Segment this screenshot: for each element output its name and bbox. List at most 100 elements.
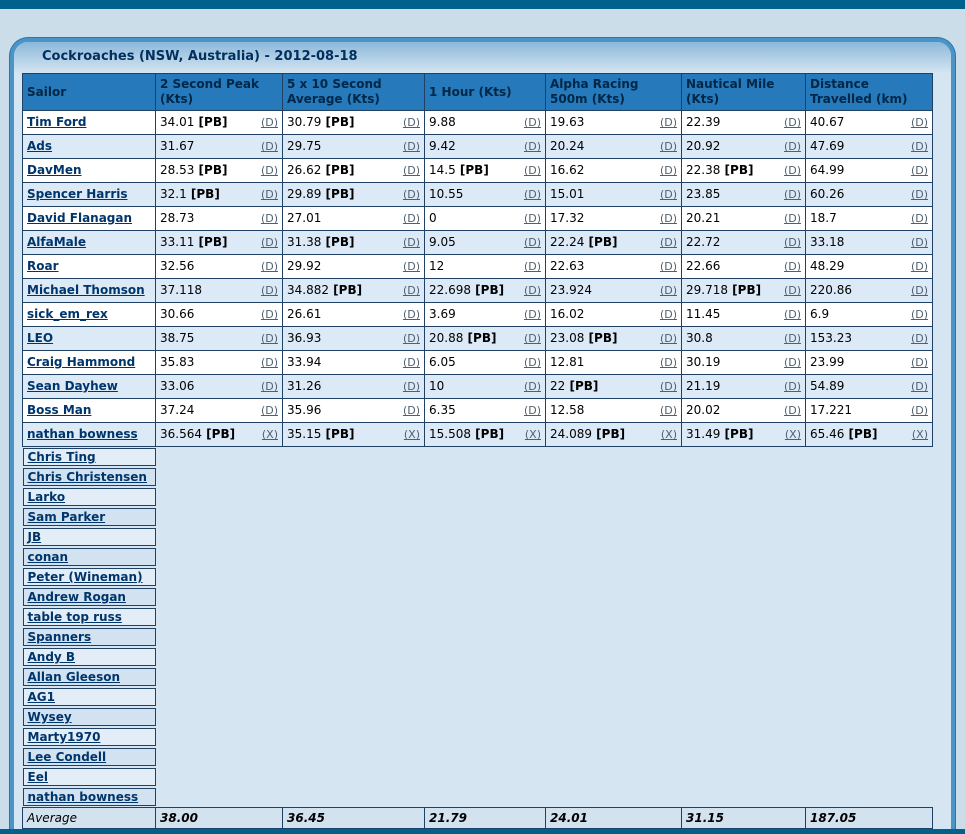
sailor-link[interactable]: Roar	[27, 259, 59, 273]
detail-link[interactable]: (D)	[260, 260, 278, 273]
detail-link[interactable]: (D)	[523, 332, 541, 345]
detail-link[interactable]: (D)	[783, 404, 801, 417]
detail-link[interactable]: (D)	[659, 284, 677, 297]
sailor-link[interactable]: Wysey	[27, 710, 72, 724]
sailor-link[interactable]: Michael Thomson	[27, 283, 145, 297]
detail-link[interactable]: (X)	[784, 428, 801, 441]
detail-link[interactable]: (D)	[260, 332, 278, 345]
detail-link[interactable]: (D)	[523, 236, 541, 249]
detail-link[interactable]: (D)	[523, 164, 541, 177]
detail-link[interactable]: (D)	[910, 404, 928, 417]
detail-link[interactable]: (D)	[260, 380, 278, 393]
detail-link[interactable]: (D)	[659, 212, 677, 225]
detail-link[interactable]: (D)	[910, 356, 928, 369]
detail-link[interactable]: (X)	[261, 428, 278, 441]
sailor-link[interactable]: table top russ	[27, 610, 122, 624]
sailor-link[interactable]: David Flanagan	[27, 211, 133, 225]
detail-link[interactable]: (D)	[402, 140, 420, 153]
detail-link[interactable]: (D)	[402, 212, 420, 225]
sailor-link[interactable]: LEO	[27, 331, 54, 345]
sailor-link[interactable]: Chris Christensen	[27, 470, 147, 484]
detail-link[interactable]: (D)	[659, 308, 677, 321]
detail-link[interactable]: (D)	[260, 188, 278, 201]
detail-link[interactable]: (D)	[402, 404, 420, 417]
sailor-link[interactable]: JB	[27, 530, 42, 544]
detail-link[interactable]: (D)	[783, 332, 801, 345]
detail-link[interactable]: (D)	[523, 140, 541, 153]
sailor-link[interactable]: Craig Hammond	[27, 355, 136, 369]
sailor-link[interactable]: Ads	[27, 139, 53, 153]
detail-link[interactable]: (D)	[910, 212, 928, 225]
detail-link[interactable]: (D)	[783, 260, 801, 273]
sailor-link[interactable]: Sam Parker	[27, 510, 106, 524]
detail-link[interactable]: (D)	[659, 380, 677, 393]
detail-link[interactable]: (D)	[523, 188, 541, 201]
detail-link[interactable]: (D)	[402, 380, 420, 393]
detail-link[interactable]: (D)	[910, 308, 928, 321]
detail-link[interactable]: (D)	[523, 308, 541, 321]
sailor-link[interactable]: Tim Ford	[27, 115, 87, 129]
sailor-link[interactable]: conan	[27, 550, 69, 564]
sailor-link[interactable]: Larko	[27, 490, 66, 504]
sailor-link[interactable]: Sean Dayhew	[27, 379, 118, 393]
sailor-link[interactable]: Spencer Harris	[27, 187, 128, 201]
detail-link[interactable]: (D)	[783, 164, 801, 177]
detail-link[interactable]: (D)	[910, 236, 928, 249]
sailor-link[interactable]: nathan bowness	[27, 790, 139, 804]
detail-link[interactable]: (D)	[402, 188, 420, 201]
detail-link[interactable]: (D)	[523, 116, 541, 129]
detail-link[interactable]: (D)	[523, 212, 541, 225]
detail-link[interactable]: (D)	[402, 236, 420, 249]
sailor-link[interactable]: DavMen	[27, 163, 82, 177]
detail-link[interactable]: (D)	[260, 308, 278, 321]
detail-link[interactable]: (D)	[402, 332, 420, 345]
detail-link[interactable]: (D)	[783, 140, 801, 153]
detail-link[interactable]: (D)	[523, 356, 541, 369]
detail-link[interactable]: (D)	[783, 308, 801, 321]
sailor-link[interactable]: Eel	[27, 770, 48, 784]
detail-link[interactable]: (D)	[910, 332, 928, 345]
detail-link[interactable]: (D)	[523, 404, 541, 417]
detail-link[interactable]: (D)	[910, 116, 928, 129]
detail-link[interactable]: (D)	[910, 164, 928, 177]
sailor-link[interactable]: Boss Man	[27, 403, 92, 417]
detail-link[interactable]: (D)	[783, 236, 801, 249]
detail-link[interactable]: (D)	[910, 284, 928, 297]
detail-link[interactable]: (D)	[260, 164, 278, 177]
detail-link[interactable]: (D)	[659, 332, 677, 345]
detail-link[interactable]: (X)	[660, 428, 677, 441]
detail-link[interactable]: (D)	[659, 116, 677, 129]
detail-link[interactable]: (D)	[260, 236, 278, 249]
detail-link[interactable]: (D)	[260, 212, 278, 225]
detail-link[interactable]: (D)	[260, 116, 278, 129]
detail-link[interactable]: (D)	[910, 260, 928, 273]
detail-link[interactable]: (D)	[260, 404, 278, 417]
detail-link[interactable]: (X)	[403, 428, 420, 441]
detail-link[interactable]: (X)	[911, 428, 928, 441]
detail-link[interactable]: (D)	[260, 140, 278, 153]
detail-link[interactable]: (D)	[402, 308, 420, 321]
detail-link[interactable]: (D)	[783, 380, 801, 393]
sailor-link[interactable]: Allan Gleeson	[27, 670, 121, 684]
sailor-link[interactable]: Lee Condell	[27, 750, 107, 764]
detail-link[interactable]: (D)	[659, 188, 677, 201]
sailor-link[interactable]: AG1	[27, 690, 56, 704]
detail-link[interactable]: (D)	[783, 356, 801, 369]
detail-link[interactable]: (D)	[523, 380, 541, 393]
sailor-link[interactable]: Spanners	[27, 630, 92, 644]
detail-link[interactable]: (D)	[659, 140, 677, 153]
detail-link[interactable]: (D)	[659, 356, 677, 369]
sailor-link[interactable]: AlfaMale	[27, 235, 87, 249]
detail-link[interactable]: (D)	[402, 260, 420, 273]
detail-link[interactable]: (D)	[910, 140, 928, 153]
detail-link[interactable]: (D)	[783, 188, 801, 201]
detail-link[interactable]: (D)	[402, 116, 420, 129]
detail-link[interactable]: (D)	[659, 236, 677, 249]
detail-link[interactable]: (D)	[783, 212, 801, 225]
sailor-link[interactable]: Andrew Rogan	[27, 590, 126, 604]
detail-link[interactable]: (D)	[910, 188, 928, 201]
detail-link[interactable]: (D)	[659, 260, 677, 273]
detail-link[interactable]: (D)	[783, 116, 801, 129]
detail-link[interactable]: (D)	[659, 404, 677, 417]
detail-link[interactable]: (D)	[910, 380, 928, 393]
